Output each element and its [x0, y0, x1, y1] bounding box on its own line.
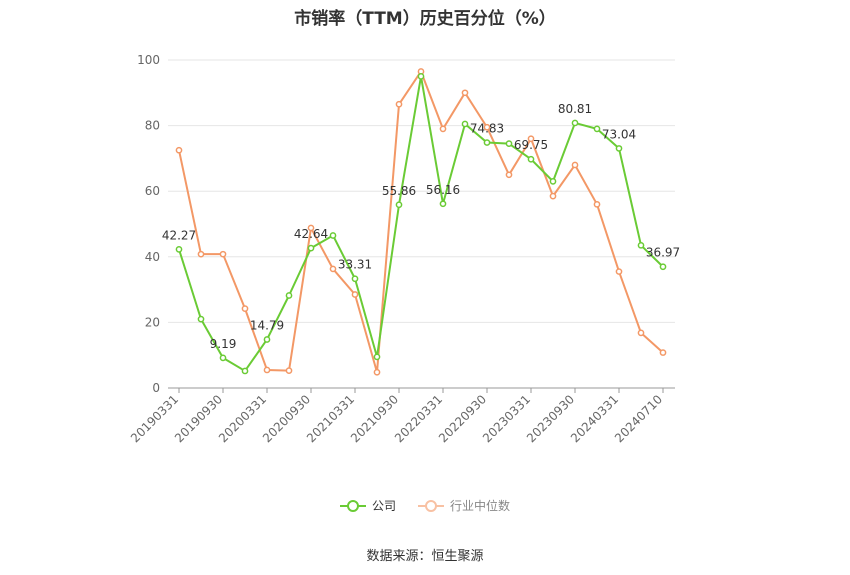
data-labels: 42.27 9.19 14.79 42.64 33.31 55.86 56.16 74.83 6… — [162, 102, 680, 351]
industry-point — [241, 305, 249, 312]
industry-point — [219, 250, 227, 258]
x-axis: 2019033120190930202003312020093020210331… — [128, 387, 675, 445]
legend-item-company[interactable]: 公司 — [339, 497, 396, 514]
legend: 公司 行业中位数 — [0, 497, 850, 514]
company-point — [439, 200, 447, 208]
grid-lines — [168, 59, 675, 323]
company-point — [615, 145, 623, 152]
data-label: 56.16 — [426, 183, 460, 197]
company-point — [659, 263, 667, 271]
data-label: 73.04 — [602, 127, 636, 141]
industry-point — [505, 171, 513, 179]
y-tick-label: 40 — [145, 250, 160, 264]
company-point — [219, 354, 227, 362]
legend-company-label: 公司 — [371, 499, 396, 513]
company-point — [593, 125, 601, 133]
company-point — [571, 119, 579, 127]
data-label: 42.27 — [162, 228, 196, 242]
industry-point — [549, 192, 557, 200]
data-label: 55.86 — [382, 184, 416, 198]
industry-point — [659, 349, 667, 356]
data-label: 74.83 — [470, 122, 504, 136]
chart-title: 市销率（TTM）历史百分位（%） — [294, 9, 556, 29]
data-label: 80.81 — [558, 102, 592, 116]
industry-point — [483, 123, 491, 131]
legend-industry-marker-icon — [418, 499, 444, 513]
industry-point — [593, 200, 601, 208]
company-point — [285, 292, 293, 299]
company-point — [329, 232, 337, 239]
industry-point — [395, 100, 403, 108]
data-label: 9.19 — [210, 337, 237, 351]
company-point — [395, 201, 403, 209]
y-tick-label: 100 — [137, 53, 160, 67]
industry-point — [175, 146, 183, 154]
industry-point — [439, 125, 447, 133]
y-tick-label: 20 — [145, 315, 160, 329]
company-point — [373, 353, 381, 361]
data-source: 数据来源：恒生聚源 — [366, 549, 484, 564]
y-axis: 0 20 40 60 80 100 — [137, 53, 160, 395]
company-point — [263, 336, 271, 343]
company-point — [197, 315, 205, 323]
legend-item-industry[interactable]: 行业中位数 — [418, 497, 510, 514]
data-label: 42.64 — [294, 227, 328, 241]
data-label: 33.31 — [338, 258, 372, 272]
industry-point — [373, 368, 381, 376]
industry-point — [461, 89, 469, 97]
y-tick-label: 0 — [152, 381, 160, 395]
industry-point — [197, 250, 205, 258]
company-point — [241, 367, 249, 375]
company-point — [461, 120, 469, 128]
industry-point — [351, 291, 359, 298]
company-point — [637, 241, 645, 249]
y-tick-label: 80 — [145, 119, 160, 133]
x-tick-label: 20240710 — [612, 392, 665, 445]
industry-point — [571, 161, 579, 169]
industry-point — [307, 224, 315, 232]
data-label: 14.79 — [250, 318, 284, 332]
y-tick-label: 60 — [145, 184, 160, 198]
legend-industry-label: 行业中位数 — [450, 499, 511, 513]
company-point — [351, 275, 359, 283]
legend-company-marker-icon — [339, 499, 366, 513]
data-label: 69.75 — [514, 138, 548, 152]
company-point — [549, 178, 557, 185]
company-point — [527, 155, 535, 163]
company-point — [307, 244, 315, 252]
data-label: 36.97 — [646, 246, 680, 260]
company-point — [175, 246, 183, 253]
industry-point — [263, 366, 271, 374]
industry-point — [285, 367, 293, 374]
industry-point — [329, 265, 337, 273]
industry-point — [637, 329, 645, 337]
series-company — [175, 73, 667, 375]
company-point — [505, 140, 513, 147]
industry-point — [615, 268, 623, 275]
company-point — [417, 73, 425, 80]
industry-point — [527, 135, 535, 143]
company-point — [483, 139, 491, 146]
